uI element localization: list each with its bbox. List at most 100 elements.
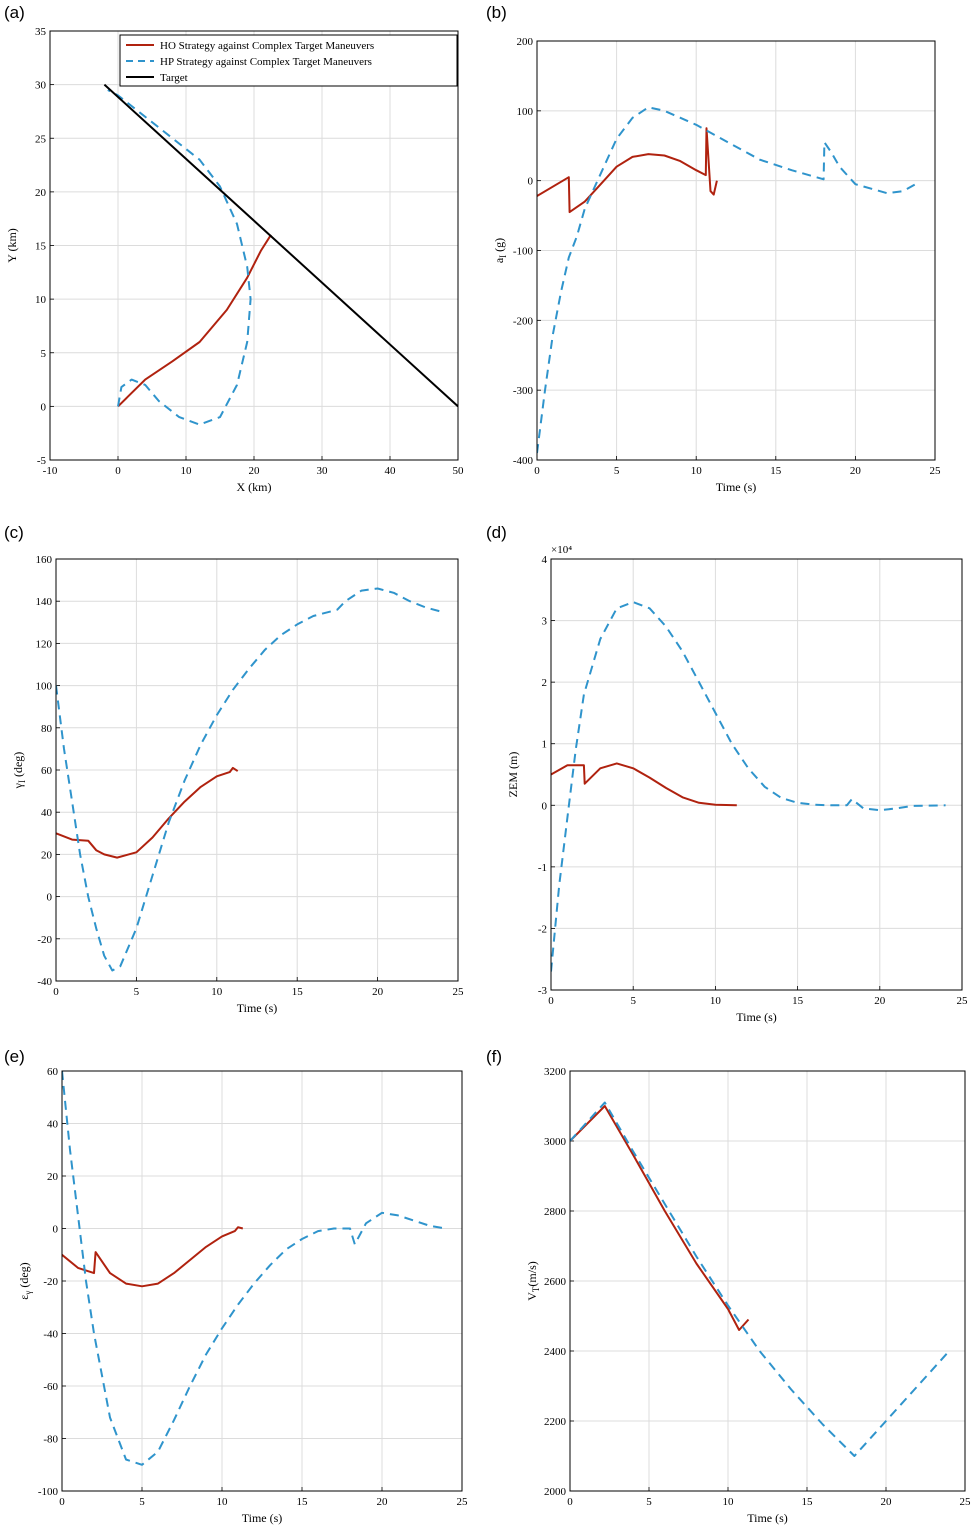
y-tick-label: 0 [53, 1224, 59, 1236]
y-tick-label: 40 [41, 807, 53, 819]
x-tick-label: 15 [792, 995, 804, 1007]
y-tick-label: -5 [37, 455, 47, 467]
x-tick-label: 50 [453, 465, 465, 477]
y-tick-label: 100 [36, 681, 53, 693]
y-tick-label: 200 [517, 36, 534, 48]
x-tick-label: 0 [53, 986, 59, 998]
x-tick-label: 15 [292, 986, 304, 998]
axes-box [569, 1070, 966, 1492]
y-tick-label: 1 [542, 739, 548, 751]
y-axis-label: εγ (deg) [17, 1262, 33, 1299]
x-tick-label: 40 [385, 465, 397, 477]
series-line-ho [117, 234, 272, 408]
y-tick-label: -3 [538, 985, 548, 997]
y-tick-label: 140 [36, 596, 53, 608]
y-tick-label: 10 [35, 294, 47, 306]
x-tick-label: 10 [181, 465, 193, 477]
x-tick-label: 15 [802, 1496, 814, 1508]
y-tick-label: 0 [528, 176, 534, 188]
y-tick-label: 60 [41, 765, 53, 777]
y-tick-label: 3200 [544, 1066, 567, 1078]
x-tick-label: 0 [548, 995, 554, 1007]
x-tick-label: -10 [43, 465, 58, 477]
y-tick-label: -1 [538, 862, 547, 874]
x-axis-label: Time (s) [716, 480, 757, 494]
x-tick-label: 0 [567, 1496, 573, 1508]
y-tick-label: 35 [35, 26, 47, 38]
legend: HO Strategy against Complex Target Maneu… [119, 34, 458, 87]
y-tick-label: 20 [47, 1171, 59, 1183]
y-axis-label: ZEM (m) [506, 752, 520, 798]
y-tick-label: 25 [35, 133, 47, 145]
y-tick-label: -100 [38, 1486, 59, 1498]
y-tick-label: 15 [35, 241, 47, 253]
axes-box [550, 558, 963, 991]
y-tick-label: 80 [41, 723, 53, 735]
axes-box [49, 30, 459, 461]
y-tick-label: 40 [47, 1119, 59, 1131]
panel-b: (b) 0 5 10 15 20 25 -400 -300 -200 -100 0 100 200 Time… [486, 3, 941, 494]
x-tick-label: 10 [691, 465, 703, 477]
series-line-target [103, 83, 458, 408]
x-tick-label: 5 [139, 1496, 145, 1508]
axes-box [55, 558, 459, 982]
series-line-ho [537, 127, 718, 214]
y-tick-label: -40 [43, 1329, 58, 1341]
x-tick-label: 0 [534, 465, 540, 477]
y-tick-label: 5 [41, 348, 47, 360]
y-tick-label: -100 [513, 246, 534, 258]
y-tick-label: 2000 [544, 1486, 567, 1498]
y-axis-label: VT(m/s) [525, 1261, 541, 1301]
y-tick-label: 30 [35, 80, 47, 92]
panel-letter: (a) [4, 3, 25, 22]
y-tick-label: -80 [43, 1434, 58, 1446]
x-tick-label: 25 [957, 995, 969, 1007]
legend-label: Target [160, 72, 188, 84]
x-tick-label: 30 [317, 465, 329, 477]
legend-box [119, 34, 458, 87]
y-tick-label: 4 [542, 554, 548, 566]
panel-letter: (f) [486, 1047, 502, 1066]
x-tick-label: 15 [770, 465, 782, 477]
panel-letter: (b) [486, 3, 507, 22]
y-tick-label: 160 [36, 554, 53, 566]
series-line-ho [56, 766, 239, 859]
x-tick-label: 20 [249, 465, 261, 477]
y-tick-label: -20 [37, 934, 52, 946]
x-tick-label: 10 [211, 986, 223, 998]
x-axis-label: Time (s) [747, 1511, 788, 1525]
y-tick-label: -40 [37, 976, 52, 988]
panel-a: (a) -10 0 10 20 30 40 50 -5 0 5 10 15 20 25 30 35 X (km) Y… [4, 3, 464, 494]
panel-d: (d) 0 5 10 15 20 25 -3 -2 -1 0 1 2 3 4 Time (s) ZEM (m) ×… [486, 523, 968, 1024]
y-tick-label: -200 [513, 315, 534, 327]
y-tick-label: 2 [542, 677, 548, 689]
x-tick-label: 0 [115, 465, 121, 477]
y-tick-label: 3 [542, 616, 548, 628]
panel-letter: (d) [486, 523, 507, 542]
x-tick-label: 0 [59, 1496, 65, 1508]
axes-box [536, 40, 936, 461]
x-tick-label: 5 [614, 465, 620, 477]
legend-label: HO Strategy against Complex Target Maneu… [160, 40, 374, 52]
x-tick-label: 20 [881, 1496, 893, 1508]
axes-box [61, 1070, 463, 1492]
x-tick-label: 25 [457, 1496, 469, 1508]
y-tick-label: 2400 [544, 1346, 567, 1358]
y-axis-label: aI (g) [492, 238, 508, 263]
x-tick-label: 10 [710, 995, 722, 1007]
y-tick-label: 0 [542, 800, 548, 812]
series-line-ho [551, 762, 737, 807]
y-tick-label: 120 [36, 638, 53, 650]
y-axis-label: γI (deg) [11, 752, 27, 790]
series-line-hp [551, 601, 946, 972]
x-tick-label: 20 [850, 465, 862, 477]
y-tick-label: 0 [47, 892, 53, 904]
y-tick-label: 60 [47, 1066, 59, 1078]
y-axis-label: Y (km) [5, 228, 19, 263]
series-line-hp [62, 1071, 447, 1466]
x-axis-label: Time (s) [242, 1511, 283, 1525]
series-line-ho [62, 1226, 244, 1288]
y-tick-label: -2 [538, 923, 547, 935]
y-tick-label: 2600 [544, 1276, 567, 1288]
x-tick-label: 5 [646, 1496, 652, 1508]
